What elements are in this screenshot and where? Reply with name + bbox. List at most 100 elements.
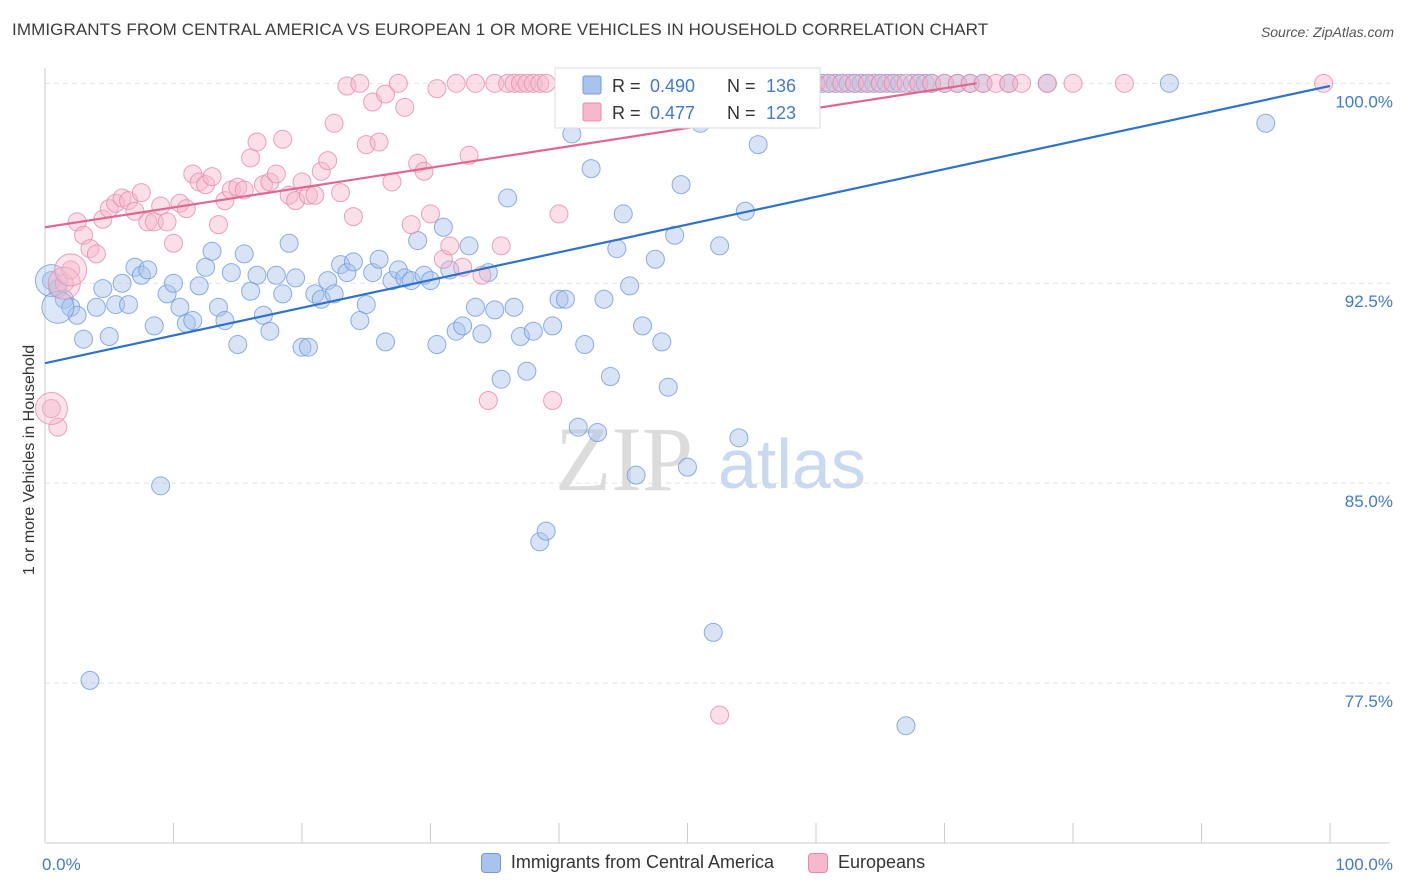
point-s0-72 xyxy=(504,297,524,317)
point-s0-54 xyxy=(388,260,408,280)
point-s1-3 xyxy=(61,260,81,280)
point-s0-17 xyxy=(151,476,171,496)
point-s1-34 xyxy=(260,172,280,192)
grid-lines xyxy=(45,82,1390,684)
point-s0-86 xyxy=(594,289,614,309)
point-s0-47 xyxy=(343,252,363,272)
point-s0-80 xyxy=(555,289,575,309)
point-s1-6 xyxy=(80,239,100,259)
legend: Immigrants from Central America European… xyxy=(0,852,1406,873)
point-s1-47 xyxy=(343,207,363,227)
point-s0-110 xyxy=(748,135,768,155)
point-s0-29 xyxy=(228,335,248,355)
stats-n-label-2: N = xyxy=(727,103,756,123)
point-s1-32 xyxy=(247,132,267,152)
point-s0-87 xyxy=(600,367,620,387)
point-s0-7 xyxy=(86,297,106,317)
point-s0-83 xyxy=(575,335,595,355)
scatter-points xyxy=(34,73,1334,736)
point-s0-77 xyxy=(536,521,556,541)
point-s0-76 xyxy=(530,532,550,552)
y-tick-label-0: 100.0% xyxy=(1335,92,1393,111)
stats-n-label-1: N = xyxy=(727,76,756,96)
point-s0-25 xyxy=(202,241,222,261)
y-tick-label-2: 85.0% xyxy=(1345,492,1393,511)
point-s1-24 xyxy=(196,175,216,195)
point-s0-104 xyxy=(710,236,730,256)
point-large-s1-2 xyxy=(54,253,88,287)
point-s0-30 xyxy=(234,244,254,264)
point-s0-37 xyxy=(279,233,299,253)
stats-r-label-1: R = xyxy=(612,76,641,96)
axes xyxy=(44,68,1390,844)
point-s1-36 xyxy=(273,129,293,149)
point-s0-19 xyxy=(164,273,183,293)
y-axis-title: 1 or more Vehicles in Household xyxy=(21,344,38,576)
point-s1-66 xyxy=(465,73,485,93)
point-s0-84 xyxy=(581,159,601,179)
point-s0-70 xyxy=(491,369,511,389)
x-tick-label-0: 0.0% xyxy=(42,855,81,874)
legend-label-central-america: Immigrants from Central America xyxy=(510,852,774,872)
point-s1-19 xyxy=(164,233,183,253)
point-s1-58 xyxy=(414,161,434,181)
point-s0-31 xyxy=(241,281,261,301)
point-s0-15 xyxy=(138,260,158,280)
point-s0-12 xyxy=(119,295,139,315)
stats-r-value-2: 0.477 xyxy=(650,103,695,123)
point-s1-25 xyxy=(202,167,222,187)
point-s0-34 xyxy=(260,321,280,341)
point-s1-45 xyxy=(331,183,351,203)
point-s0-92 xyxy=(633,316,653,336)
point-s0-32 xyxy=(247,265,267,285)
point-s0-78 xyxy=(543,316,563,336)
point-s1-1 xyxy=(48,417,68,437)
point-s0-79 xyxy=(549,289,569,309)
point-s1-76 xyxy=(530,73,550,93)
point-s0-44 xyxy=(324,284,344,304)
point-s1-117 xyxy=(1012,73,1032,93)
point-s0-38 xyxy=(286,268,306,288)
legend-item-europeans[interactable]: Europeans xyxy=(808,852,925,873)
point-s1-78 xyxy=(543,391,563,411)
chart-title: IMMIGRANTS FROM CENTRAL AMERICA VS EUROP… xyxy=(12,20,989,39)
point-s0-4 xyxy=(67,305,87,325)
point-s0-95 xyxy=(652,332,672,352)
point-s1-59 xyxy=(421,204,440,224)
point-s0-75 xyxy=(523,321,543,341)
stats-box: R = 0.490 N = 136 R = 0.477 N = 123 xyxy=(554,67,821,129)
point-s0-90 xyxy=(620,276,640,296)
stats-swatch-blue xyxy=(582,75,602,95)
watermark-zip: ZIP xyxy=(555,408,693,510)
point-s1-63 xyxy=(446,73,466,93)
point-s0-89 xyxy=(613,204,633,224)
point-s1-120 xyxy=(1114,73,1134,93)
legend-swatch-blue xyxy=(480,852,501,873)
point-s1-41 xyxy=(305,185,325,205)
point-s1-70 xyxy=(491,236,511,256)
point-s0-67 xyxy=(472,324,492,344)
watermark: ZIP atlas xyxy=(555,408,866,510)
watermark-atlas: atlas xyxy=(718,425,866,503)
point-s0-82 xyxy=(568,417,588,437)
point-s0-41 xyxy=(305,284,325,304)
point-s0-74 xyxy=(517,361,537,381)
point-large-s0-0 xyxy=(34,264,68,298)
point-s0-73 xyxy=(510,327,530,347)
point-s0-51 xyxy=(369,249,389,269)
point-s1-0 xyxy=(41,399,61,419)
stats-swatch-pink xyxy=(582,102,602,122)
tick-labels: 100.0% 92.5% 85.0% 77.5% 0.0% 100.0% xyxy=(42,92,1393,874)
point-large-s1-0 xyxy=(34,392,68,426)
point-s0-98 xyxy=(671,175,691,195)
point-s1-14 xyxy=(131,183,151,203)
x-tick-label-1: 100.0% xyxy=(1335,855,1393,874)
point-s0-28 xyxy=(221,263,241,283)
point-s0-20 xyxy=(170,297,190,317)
legend-item-central-america[interactable]: Immigrants from Central America xyxy=(480,852,774,873)
point-s1-60 xyxy=(427,79,447,99)
point-s1-15 xyxy=(138,212,158,232)
point-s1-38 xyxy=(286,191,306,211)
point-s0-63 xyxy=(446,321,466,341)
